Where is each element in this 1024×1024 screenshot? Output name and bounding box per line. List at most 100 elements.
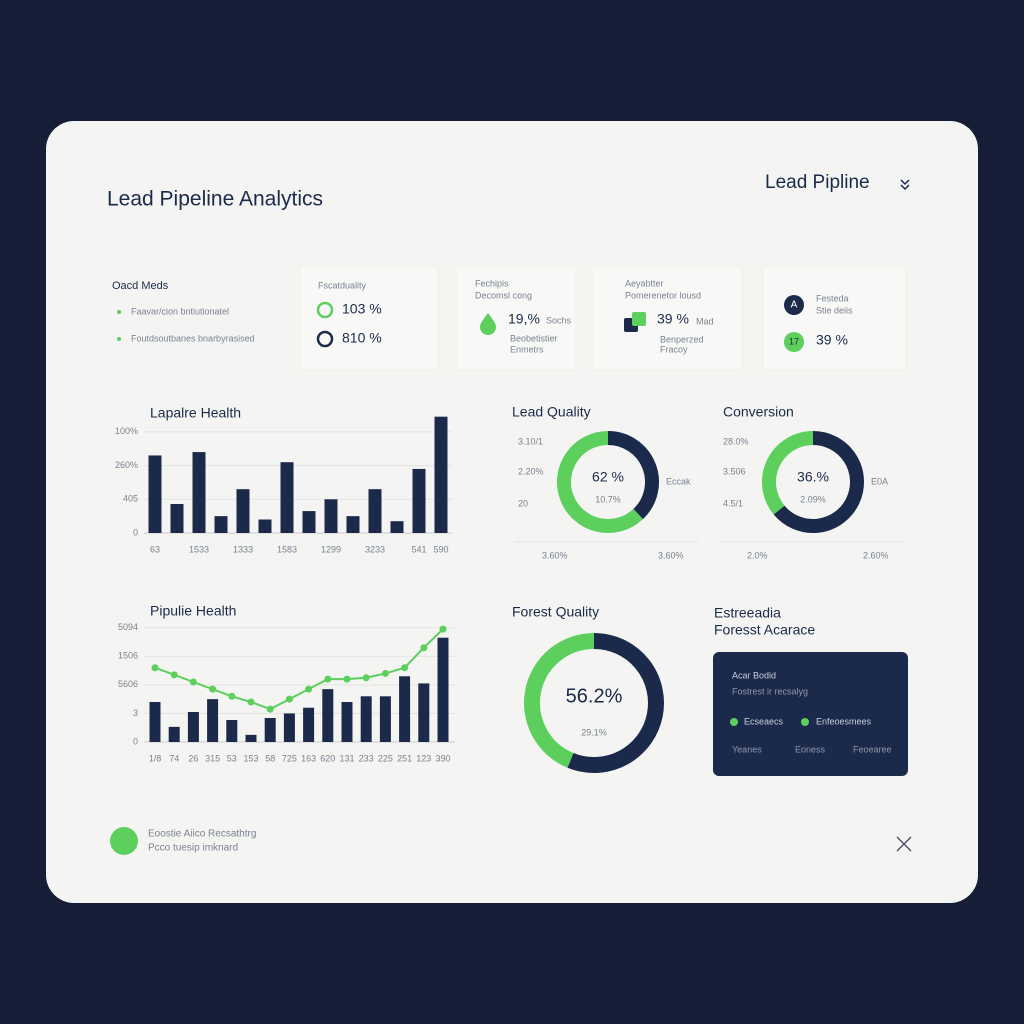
donut-annotation: 4.5/1 [723, 498, 743, 508]
bar [226, 720, 238, 742]
bar [346, 516, 360, 533]
chart-title: Forest Quality [512, 604, 599, 620]
kpi-note: Enmetrs [510, 344, 544, 354]
x-tick-label: 1/8 [149, 753, 162, 763]
line-point [151, 664, 159, 672]
box-icon [632, 312, 646, 326]
donut-annotation: 3.10/1 [518, 436, 543, 446]
bar [258, 519, 272, 533]
bar [418, 683, 430, 742]
x-tick-label: 26 [188, 753, 198, 763]
bar [303, 707, 315, 742]
status-dot [110, 827, 138, 855]
donut-annotation: 2.60% [863, 550, 889, 560]
kpi-sublabel: Stie deiis [816, 305, 853, 315]
line-point [285, 695, 293, 703]
kpi-value: 39 % [816, 332, 848, 348]
kpi-note: Benperzed [660, 334, 704, 344]
line-point [324, 675, 332, 683]
legend-dot [730, 718, 738, 726]
donut-center-sublabel: 2.09% [800, 494, 826, 504]
bar [412, 468, 426, 533]
forecast-footer: Yeanes [732, 744, 762, 754]
line [154, 628, 444, 711]
y-tick-label: 260% [115, 460, 138, 470]
bar [434, 416, 448, 533]
kpi-unit: Mad [696, 316, 714, 326]
bar [368, 489, 382, 533]
line-point [247, 698, 255, 706]
bar [399, 676, 411, 742]
forecast-footer: Eoness [795, 744, 826, 754]
x-tick-label: 251 [397, 753, 412, 763]
bar [187, 712, 199, 742]
x-tick-label: 74 [169, 753, 179, 763]
forecast-card-subtitle: Fostrest ir recsalyg [732, 686, 808, 696]
x-tick-label: 590 [433, 544, 448, 554]
kpi-sublabel: Pomerenetor lousd [625, 290, 701, 300]
kpi-label: Aeyabtter [625, 278, 664, 288]
y-tick-label: 5606 [118, 679, 138, 689]
kpi-card [762, 265, 907, 371]
x-tick-label: 1299 [321, 544, 341, 554]
kpi-value: 810 % [342, 330, 382, 346]
x-tick-label: 1533 [189, 544, 209, 554]
line-point [305, 685, 313, 693]
donut-segment [557, 431, 643, 533]
x-tick-label: 315 [205, 753, 220, 763]
donut-annotation: 3.60% [658, 550, 684, 560]
y-tick-label: 1506 [118, 651, 138, 661]
donut-segment [524, 633, 595, 768]
bar [207, 699, 219, 742]
chart-title: Lead Quality [512, 404, 591, 420]
kpi-label: Fscatduality [318, 280, 367, 290]
x-tick-label: 1333 [233, 544, 253, 554]
line-point [266, 705, 274, 713]
x-tick-label: 620 [320, 753, 335, 763]
kpi-label: Fechipis [475, 278, 509, 288]
bar [168, 726, 180, 742]
kpi-unit: Sochs [546, 315, 572, 325]
x-tick-label: 58 [265, 753, 275, 763]
line-point [401, 664, 409, 672]
kpi-sublabel: Decomsl cong [475, 290, 532, 300]
avatar-letter: A [791, 300, 798, 311]
badge-text: 17 [789, 336, 799, 346]
bar [322, 689, 334, 742]
x-tick-label: 225 [378, 753, 393, 763]
avatar-icon [784, 295, 804, 315]
bar [264, 718, 276, 742]
footer-text: Eoostie Aiico Recsathtrg [148, 829, 256, 840]
donut-center-sublabel: 10.7% [595, 494, 621, 504]
dropdown[interactable]: Lead Pipline [765, 172, 870, 193]
bar [360, 696, 372, 742]
donut-segment [567, 633, 664, 773]
kpi-card [591, 265, 743, 371]
donut-center-label: 36.% [797, 469, 829, 485]
bullet [117, 310, 121, 314]
line-point [343, 675, 351, 683]
line-point [170, 671, 178, 679]
legend-label: Ecseaecs [744, 716, 784, 726]
bar [245, 734, 257, 742]
donut-annotation: E0A [871, 476, 888, 486]
y-tick-label: 5094 [118, 622, 138, 632]
forecast-footer: Feoearee [853, 744, 892, 754]
chart-title: Conversion [723, 404, 794, 420]
close-button[interactable] [896, 836, 912, 852]
forecast-card-title: Acar Bodid [732, 670, 776, 680]
chevron[interactable] [900, 179, 910, 191]
kpi-value: 103 % [342, 301, 382, 317]
forecast-card [713, 652, 908, 776]
x-tick-label: 390 [435, 753, 450, 763]
x-tick-label: 163 [301, 753, 316, 763]
kpi-label: Festeda [816, 293, 849, 303]
legend-dot [801, 718, 809, 726]
forecast-title: Foresst Acarace [714, 622, 815, 638]
y-tick-label: 100% [115, 426, 138, 436]
kpi-note: Beobetistier [510, 333, 558, 343]
x-tick-label: 63 [150, 544, 160, 554]
x-tick-label: 153 [243, 753, 258, 763]
chart-title: Lapalre Health [150, 405, 241, 421]
x-tick-label: 541 [411, 544, 426, 554]
